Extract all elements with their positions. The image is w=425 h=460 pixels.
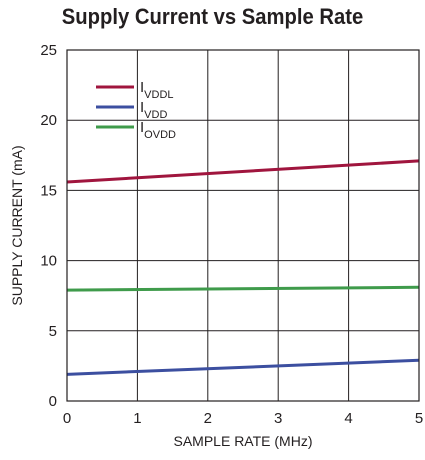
y-tick-label: 10: [40, 253, 57, 270]
y-tick-label: 0: [49, 393, 57, 410]
series-line-vddl: [66, 159, 420, 184]
tick-labels: 0 1 2 3 4 5 0 5 10 15 20 25: [40, 42, 423, 427]
x-tick-label: 4: [344, 410, 352, 427]
legend-label: IVDDL: [140, 79, 174, 101]
series-lines: [66, 159, 420, 376]
y-tick-label: 15: [40, 182, 57, 199]
grid-lines: [67, 50, 419, 401]
series-line-vdd: [66, 358, 420, 376]
x-tick-label: 3: [274, 410, 282, 427]
chart-title: Supply Current vs Sample Rate: [61, 4, 364, 29]
series-line-ovdd: [66, 285, 420, 292]
y-tick-label: 5: [49, 323, 57, 340]
y-tick-label: 25: [40, 42, 57, 59]
x-tick-label: 5: [415, 410, 423, 427]
x-tick-label: 1: [133, 410, 141, 427]
x-tick-label: 2: [204, 410, 212, 427]
legend-label: IOVDD: [140, 119, 176, 141]
legend-label: IVDD: [140, 99, 167, 121]
x-tick-label: 0: [63, 410, 71, 427]
y-tick-label: 20: [40, 112, 57, 129]
x-axis-label: SAMPLE RATE (MHz): [174, 433, 313, 449]
plot-frame: [66, 49, 420, 402]
y-axis-label: SUPPLY CURRENT (mA): [9, 145, 25, 305]
